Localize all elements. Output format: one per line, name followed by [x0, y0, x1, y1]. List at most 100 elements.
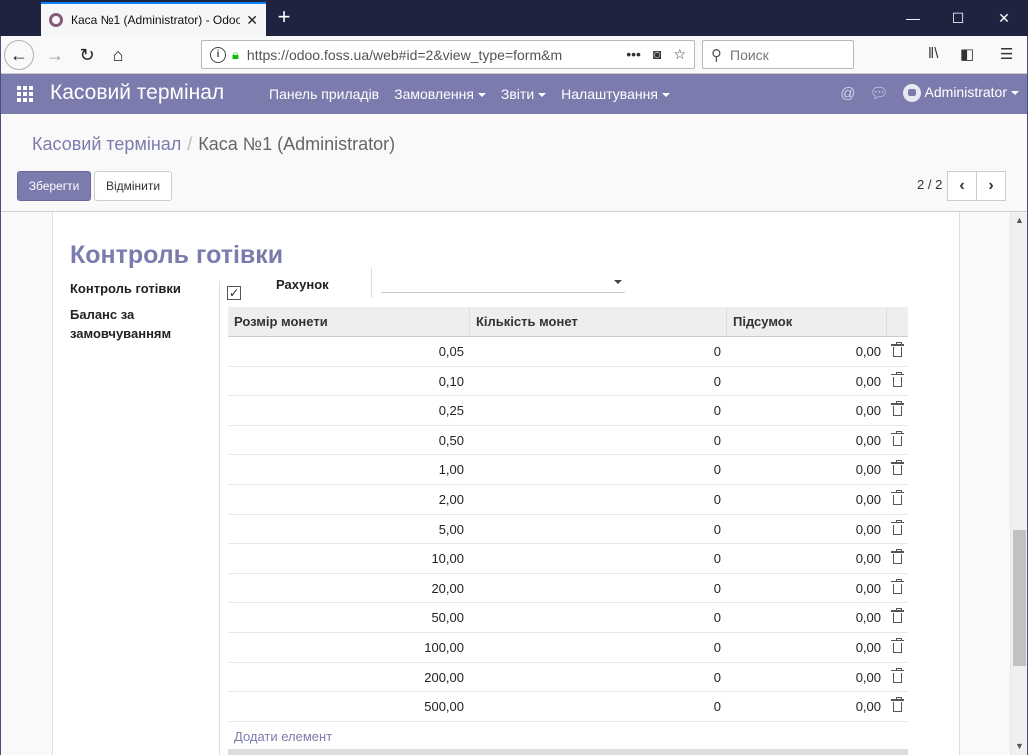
at-mention-icon[interactable]: @	[840, 84, 856, 102]
tab-cash-control[interactable]: Контроль готівки	[70, 281, 181, 296]
coin-count-cell[interactable]: 0	[713, 403, 721, 419]
url-text[interactable]: https://odoo.foss.ua/web#id=2&view_type=…	[246, 46, 563, 63]
coin-value-cell[interactable]: 0,05	[438, 344, 464, 359]
delete-row-button[interactable]	[887, 544, 908, 573]
coin-value-cell[interactable]: 5,00	[438, 521, 464, 537]
info-icon[interactable]: i	[210, 46, 226, 63]
coin-count-cell[interactable]: 0	[713, 669, 721, 685]
apps-grid-icon[interactable]	[17, 86, 33, 102]
bookmark-star-icon[interactable]: ☆	[673, 46, 686, 62]
tab-default-balance[interactable]: Баланс за замовчуванням	[70, 307, 172, 341]
table-row[interactable]: 2,00 0 0,00	[228, 485, 908, 515]
minimize-button[interactable]: —	[906, 10, 920, 26]
coin-count-cell[interactable]: 0	[713, 462, 721, 478]
home-button[interactable]: ⌂	[112, 45, 124, 65]
pager-previous-button[interactable]: ‹	[947, 171, 977, 201]
table-row[interactable]: 20,00 0 0,00	[228, 574, 908, 604]
menu-icon[interactable]: ☰	[1000, 46, 1014, 63]
coin-count-cell[interactable]: 0	[713, 432, 721, 448]
table-row[interactable]: 5,00 0 0,00	[228, 515, 908, 545]
browser-tab[interactable]: Каса №1 (Administrator) - Odoo ✕	[41, 2, 266, 36]
table-row[interactable]: 10,00 0 0,00	[228, 544, 908, 574]
coin-value-cell[interactable]: 0,50	[438, 432, 464, 448]
pocket-icon[interactable]: ◙	[652, 46, 662, 62]
caret-down-icon[interactable]	[614, 280, 622, 284]
delete-row-button[interactable]	[887, 426, 908, 455]
delete-row-button[interactable]	[887, 367, 908, 396]
coin-value-cell[interactable]: 1,00	[438, 462, 464, 478]
save-button[interactable]: Зберегти	[17, 171, 91, 201]
table-row[interactable]: 500,00 0 0,00	[228, 692, 908, 722]
delete-row-button[interactable]	[887, 692, 908, 721]
table-row[interactable]: 0,05 0 0,00	[228, 337, 908, 367]
close-window-button[interactable]: ✕	[998, 10, 1010, 26]
delete-row-button[interactable]	[887, 485, 908, 514]
table-row[interactable]: 0,50 0 0,00	[228, 426, 908, 456]
url-bar[interactable]: i 🔒︎ https://odoo.foss.ua/web#id=2&view_…	[201, 40, 695, 69]
coin-count-cell[interactable]: 0	[713, 580, 721, 596]
coin-value-cell[interactable]: 0,10	[438, 373, 464, 389]
coin-value-cell[interactable]: 0,25	[438, 403, 464, 419]
add-line-link[interactable]: Додати елемент	[234, 729, 333, 744]
table-row[interactable]: 50,00 0 0,00	[228, 603, 908, 633]
menu-orders[interactable]: Замовлення	[394, 86, 486, 102]
vertical-scrollbar[interactable]: ▲ ▼	[1010, 212, 1027, 755]
delete-row-button[interactable]	[887, 603, 908, 632]
coin-count-cell[interactable]: 0	[713, 639, 721, 655]
coin-count-cell[interactable]: 0	[713, 610, 721, 626]
coin-count-cell[interactable]: 0	[713, 521, 721, 537]
coin-value-cell[interactable]: 50,00	[431, 610, 464, 626]
delete-row-button[interactable]	[887, 396, 908, 425]
more-actions-icon[interactable]: •••	[626, 46, 641, 62]
column-coin-value[interactable]: Розмір монети	[228, 307, 470, 336]
back-button[interactable]: ←	[4, 40, 34, 70]
delete-row-button[interactable]	[887, 455, 908, 484]
breadcrumb-root-link[interactable]: Касовий термінал	[32, 134, 182, 154]
coin-count-cell[interactable]: 0	[713, 491, 721, 507]
account-select[interactable]	[381, 272, 625, 293]
delete-row-button[interactable]	[887, 633, 908, 662]
coin-count-cell[interactable]: 0	[713, 373, 721, 389]
delete-row-button[interactable]	[887, 337, 908, 366]
table-row[interactable]: 1,00 0 0,00	[228, 455, 908, 485]
coin-count-cell[interactable]: 0	[713, 344, 721, 359]
cash-control-checkbox[interactable]: ✓	[227, 286, 241, 300]
discard-button[interactable]: Відмінити	[94, 171, 172, 201]
forward-button[interactable]: →	[46, 45, 64, 65]
menu-reports[interactable]: Звіти	[501, 86, 547, 102]
library-icon[interactable]: ‖\	[928, 45, 939, 62]
pager-next-button[interactable]: ›	[976, 171, 1006, 201]
delete-row-button[interactable]	[887, 663, 908, 692]
coin-value-cell[interactable]: 10,00	[431, 551, 464, 567]
coin-count-cell[interactable]: 0	[713, 699, 721, 715]
coin-value-cell[interactable]: 2,00	[438, 491, 464, 507]
table-row[interactable]: 100,00 0 0,00	[228, 633, 908, 663]
coin-value-cell[interactable]: 200,00	[424, 669, 464, 685]
close-tab-icon[interactable]: ✕	[246, 11, 258, 28]
scroll-up-arrow-icon[interactable]: ▲	[1015, 215, 1024, 225]
column-actions	[887, 307, 908, 336]
chat-icon[interactable]: 💬︎	[869, 85, 889, 103]
search-input[interactable]: ⚲ Поиск	[702, 40, 854, 69]
reload-button[interactable]: ↻	[79, 45, 95, 65]
app-title[interactable]: Касовий термінал	[50, 81, 225, 104]
column-coin-count[interactable]: Кількість монет	[470, 307, 727, 336]
scroll-thumb[interactable]	[1013, 530, 1026, 666]
coin-value-cell[interactable]: 100,00	[424, 639, 464, 655]
coin-value-cell[interactable]: 20,00	[431, 580, 464, 596]
delete-row-button[interactable]	[887, 574, 908, 603]
delete-row-button[interactable]	[887, 515, 908, 544]
menu-dashboard[interactable]: Панель приладів	[269, 86, 380, 102]
column-subtotal[interactable]: Підсумок	[727, 307, 887, 336]
coin-count-cell[interactable]: 0	[713, 551, 721, 567]
coin-value-cell[interactable]: 500,00	[424, 699, 464, 715]
sidebar-icon[interactable]: ◧	[960, 46, 975, 63]
table-row[interactable]: 200,00 0 0,00	[228, 663, 908, 693]
new-tab-button[interactable]: +	[277, 4, 291, 29]
table-row[interactable]: 0,25 0 0,00	[228, 396, 908, 426]
menu-settings[interactable]: Налаштування	[561, 86, 670, 102]
maximize-button[interactable]: ☐	[951, 10, 965, 26]
scroll-down-arrow-icon[interactable]: ▼	[1015, 741, 1024, 751]
user-menu[interactable]: Administrator	[902, 84, 1019, 103]
table-row[interactable]: 0,10 0 0,00	[228, 367, 908, 397]
